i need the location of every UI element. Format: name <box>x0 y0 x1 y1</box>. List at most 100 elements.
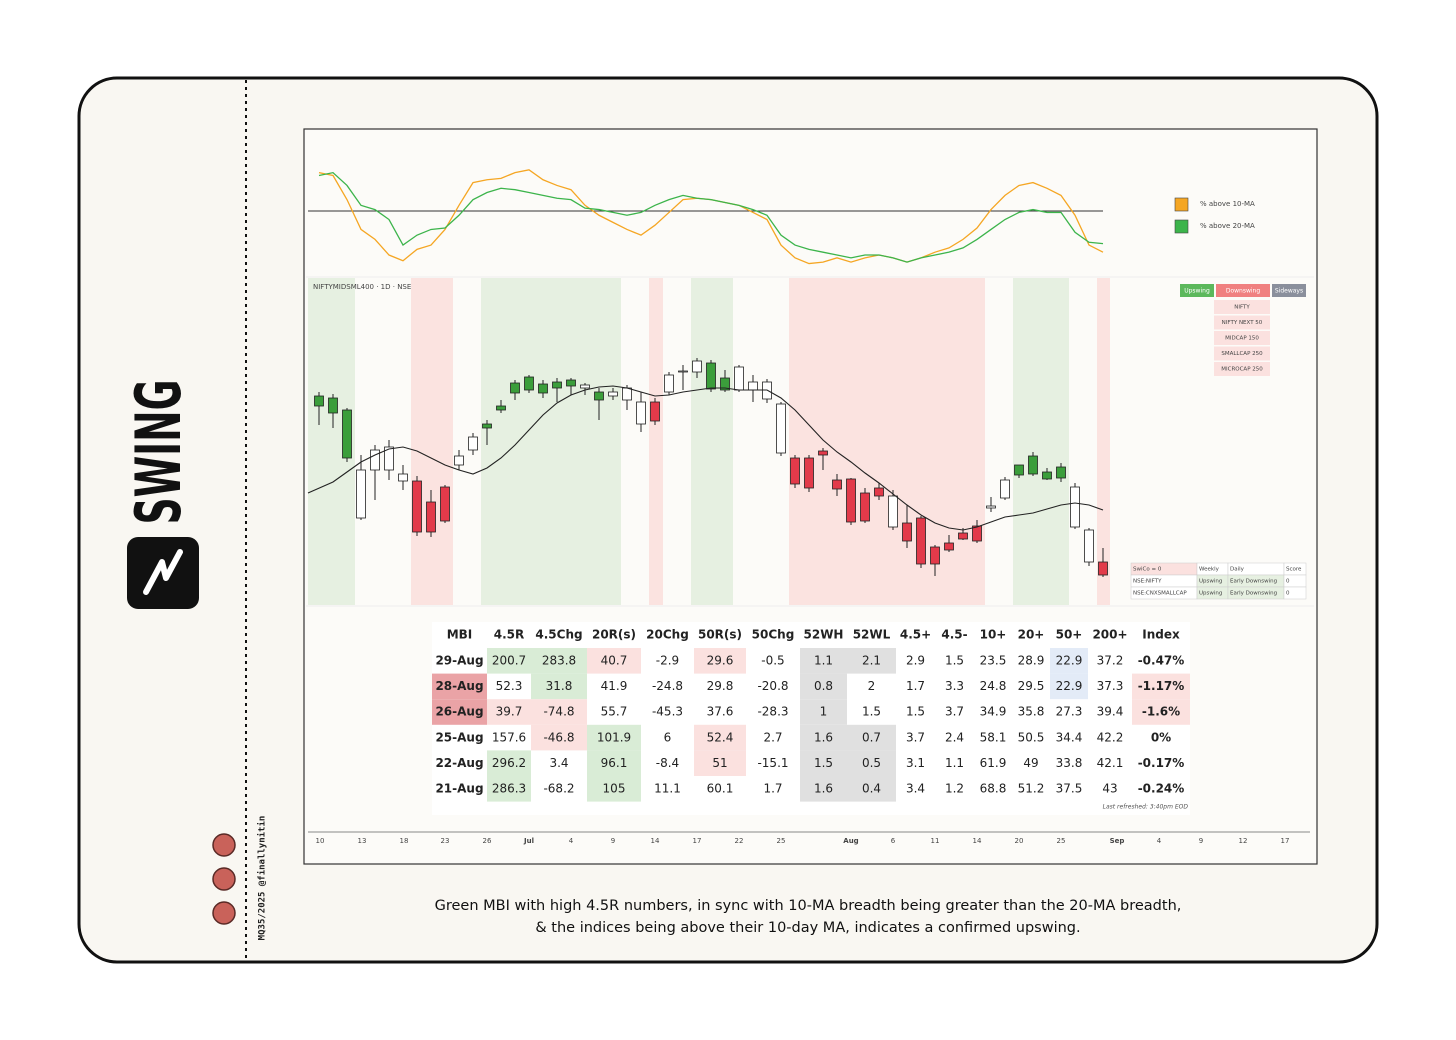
mbi-cell: 26-Aug <box>435 705 483 719</box>
mbi-cell: 2.1 <box>862 654 881 668</box>
mbi-cell: 157.6 <box>492 730 526 744</box>
candle-body <box>972 525 982 542</box>
legend-label: % above 20-MA <box>1200 222 1255 230</box>
candle-body <box>468 436 478 451</box>
mbi-cell-bg <box>800 699 847 725</box>
x-tick-label: 22 <box>735 837 744 845</box>
x-tick-label: 14 <box>973 837 982 845</box>
candle-body <box>1042 471 1052 480</box>
mbi-cell-bg <box>587 750 641 776</box>
mbi-cell: 49 <box>1023 756 1038 770</box>
mbi-cell: 283.8 <box>542 654 576 668</box>
mbi-cell-bg <box>1132 699 1190 725</box>
mbi-cell-bg <box>587 776 641 802</box>
mbi-cell: 29.8 <box>707 679 734 693</box>
candle-body <box>860 492 870 522</box>
mbi-cell: 1.6 <box>814 782 833 796</box>
x-tick-label: 12 <box>1239 837 1248 845</box>
mbi-cell: 0.4 <box>862 782 881 796</box>
candle-body <box>804 457 814 489</box>
mbi-header: Index <box>1142 628 1180 642</box>
mbi-cell: 0.8 <box>814 679 833 693</box>
candle-body <box>776 403 786 454</box>
candle-body <box>370 449 380 471</box>
mbi-cell: 43 <box>1102 782 1117 796</box>
index-item <box>1214 362 1270 376</box>
mbi-cell: 25-Aug <box>435 730 483 744</box>
mbi-cell-bg <box>531 724 587 751</box>
x-tick-label: 9 <box>611 837 615 845</box>
mbi-cell: 61.9 <box>980 756 1007 770</box>
candle-body <box>328 397 338 414</box>
mbi-cell: -2.9 <box>656 654 679 668</box>
index-item-label: NIFTY NEXT 50 <box>1222 320 1263 326</box>
candle-body <box>342 409 352 459</box>
caption: & the indices being above their 10-day M… <box>535 920 1080 936</box>
mbi-cell: 50.5 <box>1018 730 1045 744</box>
mbi-cell: 3.4 <box>906 782 925 796</box>
mbi-cell: 29.5 <box>1018 679 1045 693</box>
score-cell-text: 0 <box>1286 579 1290 585</box>
mbi-cell-bg <box>694 750 746 776</box>
candle-body <box>524 376 534 391</box>
mbi-cell: 35.8 <box>1018 705 1045 719</box>
mbi-cell: -28.3 <box>757 705 788 719</box>
mbi-header: 52WH <box>804 628 844 642</box>
swing-button-label: Sideways <box>1275 288 1303 295</box>
score-cell-text: 0 <box>1286 591 1290 597</box>
mbi-cell: 24.8 <box>980 679 1007 693</box>
x-tick-label: 25 <box>1057 837 1066 845</box>
candle-body <box>678 370 688 373</box>
mbi-cell-bg <box>800 724 847 751</box>
mbi-cell: 33.8 <box>1056 756 1083 770</box>
mbi-cell: -0.17% <box>1138 756 1185 770</box>
mbi-cell: 37.5 <box>1056 782 1083 796</box>
candle-body <box>944 542 954 551</box>
mbi-cell: 60.1 <box>707 782 734 796</box>
swing-button-label: Downswing <box>1226 288 1261 295</box>
candle-body <box>1056 466 1066 479</box>
mbi-cell: 0.7 <box>862 730 881 744</box>
mbi-cell: 96.1 <box>601 756 628 770</box>
mbi-cell: 34.4 <box>1056 730 1083 744</box>
mbi-cell: 31.8 <box>546 679 573 693</box>
mbi-cell: -45.3 <box>652 705 683 719</box>
index-item-label: NIFTY <box>1234 305 1250 311</box>
mbi-cell-bg <box>800 673 847 700</box>
mbi-cell: 200.7 <box>492 654 526 668</box>
mbi-cell: 34.9 <box>980 705 1007 719</box>
x-tick-label: 4 <box>569 837 574 845</box>
candle-body <box>482 423 492 429</box>
mbi-header: 20+ <box>1018 628 1045 642</box>
moving-average <box>307 385 1104 531</box>
mbi-cell: 6 <box>664 730 672 744</box>
mbi-cell-bg <box>531 648 587 674</box>
swing-button <box>1216 284 1270 297</box>
mbi-cell: 23.5 <box>980 654 1007 668</box>
x-tick-label: 17 <box>1281 837 1290 845</box>
mbi-cell-bg <box>531 673 587 700</box>
mbi-cell: 0% <box>1151 730 1171 744</box>
mbi-cell: 22.9 <box>1056 679 1083 693</box>
x-tick-label: Aug <box>843 837 858 845</box>
mbi-cell-bg <box>487 699 531 725</box>
band <box>1097 278 1110 605</box>
mbi-header: 20Chg <box>646 628 689 642</box>
x-tick-label: 17 <box>693 837 702 845</box>
mbi-cell: 101.9 <box>597 730 631 744</box>
mbi-header: 4.5R <box>494 628 525 642</box>
mbi-cell-bg <box>587 724 641 751</box>
candle-body <box>902 522 912 542</box>
x-tick-label: Sep <box>1110 837 1125 845</box>
mbi-cell: 3.3 <box>945 679 964 693</box>
mbi-cell: 1.7 <box>763 782 782 796</box>
mbi-header: 4.5- <box>941 628 967 642</box>
mbi-cell: 28-Aug <box>435 679 483 693</box>
mbi-cell-bg <box>531 699 587 725</box>
score-cell-text: Early Downswing <box>1230 579 1277 585</box>
x-tick-label: 11 <box>931 837 940 845</box>
band <box>1013 278 1069 605</box>
x-tick-label: 10 <box>316 837 325 845</box>
candle-body <box>790 457 800 485</box>
brand: SWING <box>122 380 195 525</box>
